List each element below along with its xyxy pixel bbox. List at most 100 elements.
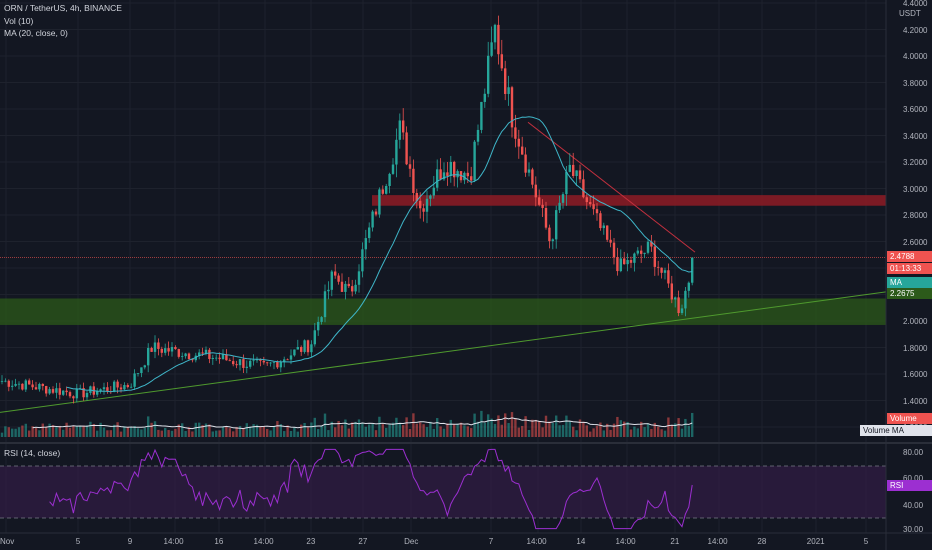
volume-bar: [283, 431, 286, 437]
volume-bar: [215, 430, 218, 437]
volume-bar: [31, 426, 34, 437]
volume-bar: [425, 427, 429, 437]
time-tick-label: 5: [75, 537, 81, 546]
volume-bar: [286, 425, 289, 437]
candle-body: [296, 347, 299, 350]
volume-bar: [636, 428, 639, 437]
volume-bar: [130, 427, 133, 437]
volume-bar: [259, 426, 262, 437]
volume-bar: [296, 431, 299, 437]
volume-bar: [381, 424, 384, 437]
candle-body: [242, 359, 245, 368]
rsi-legend[interactable]: RSI (14, close): [4, 448, 61, 458]
candle-body: [181, 356, 184, 357]
volume-bar: [7, 427, 10, 437]
volume-bar: [456, 423, 459, 437]
volume-bar: [687, 425, 690, 437]
volume-bar: [136, 428, 140, 437]
candle-body: [636, 250, 639, 254]
volume-bar: [92, 423, 95, 437]
candle-body: [24, 380, 27, 390]
volume-bar: [351, 422, 354, 437]
volume-bar: [493, 423, 497, 437]
candle-body: [102, 387, 106, 390]
volume-bar: [55, 427, 58, 437]
candle-body: [595, 209, 599, 214]
candle-body: [646, 241, 650, 253]
volume-bar: [242, 428, 245, 437]
volume-bar: [490, 418, 493, 437]
candle-body: [534, 184, 537, 198]
candle-body: [0, 381, 4, 382]
volume-bars: [0, 410, 694, 437]
candle-body: [674, 297, 677, 300]
candle-body: [164, 348, 167, 353]
candle-body: [609, 239, 612, 243]
candle-body: [374, 211, 378, 215]
volume-bar: [344, 419, 347, 437]
volume-bar: [677, 418, 680, 437]
volume-bar: [616, 416, 619, 437]
candle-body: [65, 390, 68, 393]
candle-body: [364, 238, 367, 250]
price-tick-label: 1.4000: [903, 396, 928, 406]
candle-body: [361, 249, 364, 272]
volume-bar: [568, 421, 571, 437]
candle-body: [14, 383, 17, 386]
candle-body: [606, 225, 609, 240]
volume-bar: [521, 425, 524, 437]
volume-bar: [429, 421, 432, 437]
volume-bar: [578, 419, 582, 437]
rsi-tick-label: 80.00: [903, 448, 924, 457]
candle-body: [157, 342, 160, 349]
candle-body: [439, 169, 442, 180]
rsi-tag: RSI: [887, 480, 932, 491]
price-tick-label: 4.2000: [903, 25, 928, 35]
candle-body: [412, 168, 415, 193]
volume-bar: [106, 430, 109, 437]
candle-body: [398, 120, 401, 140]
volume-bar: [415, 423, 418, 437]
candle-body: [541, 204, 544, 208]
candle-body: [228, 360, 231, 362]
volume-bar: [249, 426, 252, 437]
volume-bar: [510, 412, 514, 437]
candle-body: [453, 161, 456, 178]
candle-body: [432, 187, 435, 196]
candle-body: [286, 359, 289, 361]
volume-bar: [555, 415, 558, 437]
candle-body: [385, 186, 388, 194]
volume-bar: [626, 421, 629, 437]
volume-bar: [79, 425, 82, 437]
candle-body: [225, 354, 228, 361]
time-tick-label: 14: [576, 537, 586, 546]
candle-body: [504, 68, 507, 94]
candle-body: [544, 207, 548, 228]
candle-body: [626, 260, 629, 265]
candle-body: [368, 227, 371, 239]
candle-body: [283, 359, 286, 362]
candle-body: [483, 93, 486, 102]
candle-body: [456, 171, 459, 178]
volume-bar: [354, 421, 357, 437]
candle-body: [527, 169, 531, 173]
volume-bar: [459, 422, 463, 437]
volume-bar: [123, 426, 126, 437]
volume-bar: [408, 429, 412, 437]
volume-bar: [412, 413, 415, 437]
volume-bar: [187, 427, 191, 437]
volume-bar: [181, 423, 184, 437]
current-price-tag: 2.4788: [887, 251, 932, 262]
candle-body: [687, 282, 690, 291]
ma-legend[interactable]: MA (20, close, 0): [4, 28, 68, 38]
volume-bar: [449, 419, 452, 437]
volume-bar: [306, 427, 310, 437]
volume-bar: [198, 422, 201, 437]
candle-body: [313, 330, 316, 345]
symbol-legend[interactable]: ORN / TetherUS, 4h, BINANCE: [4, 3, 122, 13]
volume-bar: [102, 427, 106, 437]
volume-legend[interactable]: Vol (10): [4, 16, 34, 26]
candle-body: [436, 169, 439, 188]
volume-bar: [174, 428, 177, 437]
